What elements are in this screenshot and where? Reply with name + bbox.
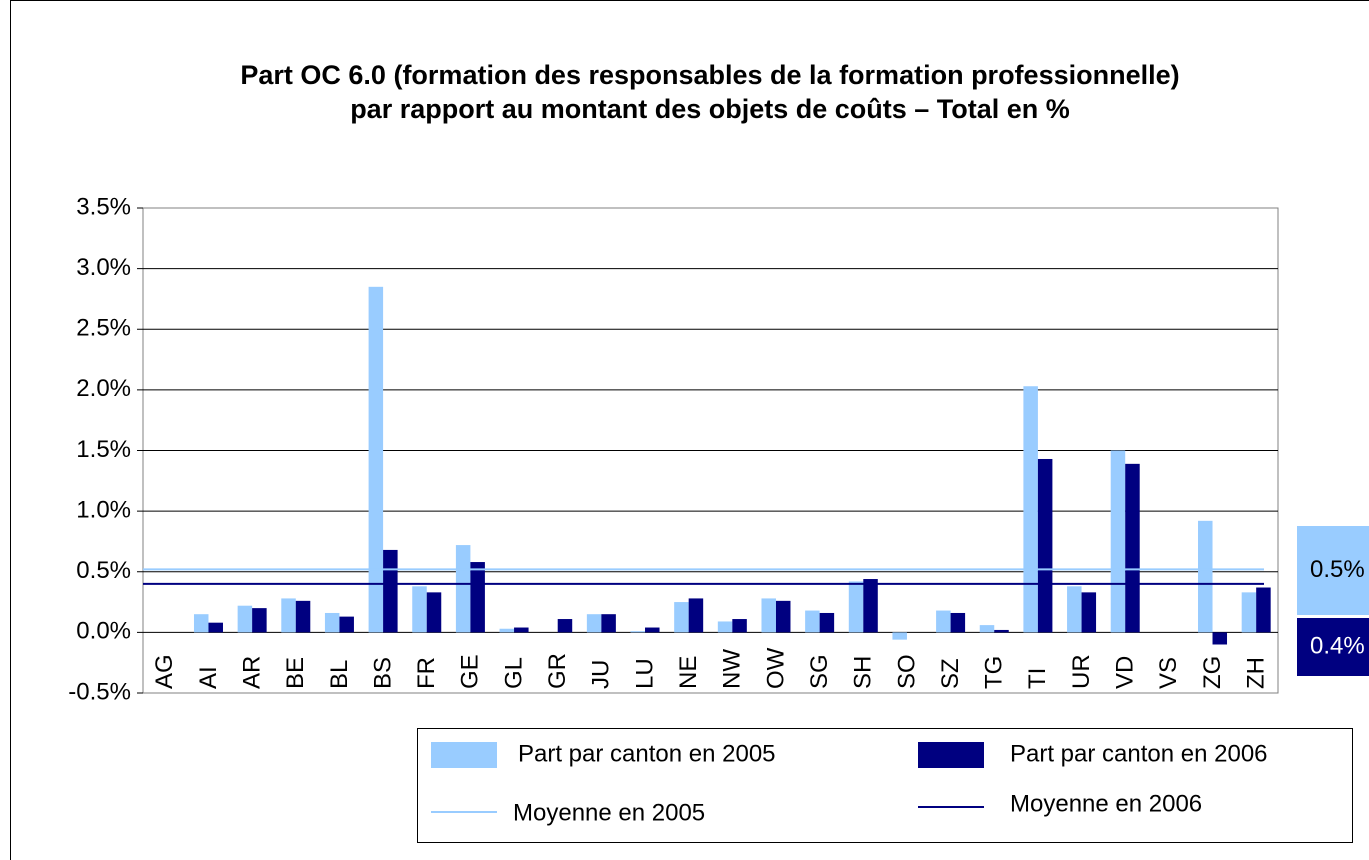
chart-title: Part OC 6.0 (formation des responsables … [240, 60, 1179, 90]
x-tick-label: UR [1068, 654, 1095, 689]
x-tick-label: OW [762, 647, 789, 689]
y-tick-label: -0.5% [68, 678, 131, 705]
x-tick-label: NW [719, 649, 746, 689]
bar [281, 598, 296, 633]
legend [417, 728, 1353, 843]
bar [295, 600, 311, 633]
bar [892, 632, 907, 640]
x-tick-label: BE [282, 657, 309, 689]
bar [819, 612, 835, 633]
bar [950, 612, 966, 633]
bar [1023, 386, 1038, 633]
bar [630, 631, 646, 633]
bar [383, 549, 398, 633]
bar [732, 619, 747, 633]
legend-swatch [431, 742, 497, 768]
bar [1198, 520, 1213, 633]
legend-swatch [918, 742, 984, 768]
y-tick-label: 2.5% [76, 315, 131, 342]
bar [688, 598, 704, 633]
x-tick-label: SZ [937, 658, 964, 689]
bar [1212, 632, 1228, 645]
x-tick-label: TG [981, 656, 1008, 689]
bar [936, 610, 951, 633]
bar [368, 286, 384, 633]
bar [470, 562, 485, 633]
bar [601, 614, 616, 633]
y-tick-label: 3.5% [76, 193, 131, 220]
y-tick-label: 1.0% [76, 496, 131, 523]
bar [499, 628, 515, 633]
bar [455, 545, 471, 633]
x-tick-label: LU [631, 658, 658, 689]
mean-label: 0.4% [1310, 632, 1365, 659]
y-tick-label: 1.5% [76, 436, 131, 463]
y-tick-label: 2.0% [76, 375, 131, 402]
y-tick-label: 0.0% [76, 618, 131, 645]
x-tick-label: SO [893, 654, 920, 689]
bar [994, 629, 1009, 633]
x-tick-label: JU [588, 660, 615, 689]
x-tick-label: FR [413, 657, 440, 689]
bar [252, 608, 267, 633]
x-tick-label: SG [806, 654, 833, 689]
x-tick-label: TI [1024, 668, 1051, 689]
x-tick-label: GE [457, 654, 484, 689]
bar [193, 614, 209, 633]
x-tick-label: ZG [1199, 656, 1226, 689]
bar [208, 622, 223, 633]
bar [775, 600, 791, 633]
mean-label: 0.5% [1310, 556, 1365, 583]
bar [557, 619, 573, 633]
x-tick-label: NE [675, 656, 702, 689]
bar [237, 605, 253, 633]
bar [805, 610, 820, 633]
x-tick-label: ZH [1243, 657, 1270, 689]
bar [412, 586, 427, 633]
bar [863, 579, 878, 633]
y-tick-label: 0.5% [76, 557, 131, 584]
x-tick-label: BL [326, 660, 353, 689]
bar [324, 612, 340, 633]
bar [717, 621, 733, 633]
bar [1067, 586, 1082, 633]
x-tick-label: VD [1112, 656, 1139, 689]
bar [645, 627, 660, 633]
bar [1110, 450, 1126, 633]
x-tick-label: SH [850, 656, 877, 689]
bar [761, 598, 776, 633]
x-tick-label: GL [500, 657, 527, 689]
bar [514, 627, 529, 633]
x-tick-label: GR [544, 653, 571, 689]
legend-label: Moyenne en 2005 [513, 799, 705, 826]
y-tick-label: 3.0% [76, 254, 131, 281]
bar [979, 625, 995, 633]
mean-label-box [1297, 526, 1369, 615]
legend-label: Part par canton en 2005 [518, 740, 776, 767]
bar [1081, 592, 1097, 633]
bar [586, 614, 602, 633]
x-tick-label: AI [195, 666, 222, 689]
mean-label-box [1297, 618, 1369, 676]
bar [674, 602, 689, 633]
bar [1241, 592, 1257, 633]
bar [339, 616, 354, 633]
x-tick-label: BS [369, 657, 396, 689]
bar [1256, 587, 1271, 633]
bar [848, 581, 864, 633]
x-tick-label: VS [1155, 657, 1182, 689]
legend-label: Part par canton en 2006 [1010, 740, 1268, 767]
bar [426, 592, 442, 633]
x-tick-label: AG [151, 654, 178, 689]
legend-label: Moyenne en 2006 [1010, 790, 1202, 817]
chart-title: par rapport au montant des objets de coû… [350, 94, 1070, 124]
bar [1125, 463, 1140, 633]
x-tick-label: AR [238, 656, 265, 689]
bar [1037, 458, 1053, 633]
